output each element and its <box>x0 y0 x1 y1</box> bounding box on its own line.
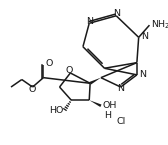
Text: H: H <box>104 111 111 120</box>
Text: N: N <box>117 84 124 93</box>
Text: OH: OH <box>103 101 117 110</box>
Text: N: N <box>140 70 147 79</box>
Text: Cl: Cl <box>116 117 125 126</box>
Text: N: N <box>86 17 93 26</box>
Polygon shape <box>89 78 101 85</box>
Text: O: O <box>28 85 35 94</box>
Text: N: N <box>141 32 148 41</box>
Text: HO: HO <box>49 106 63 115</box>
Text: O: O <box>46 59 53 68</box>
Text: O: O <box>66 66 73 75</box>
Polygon shape <box>89 100 101 107</box>
Text: N: N <box>113 9 120 18</box>
Text: NH$_2$: NH$_2$ <box>151 18 168 31</box>
